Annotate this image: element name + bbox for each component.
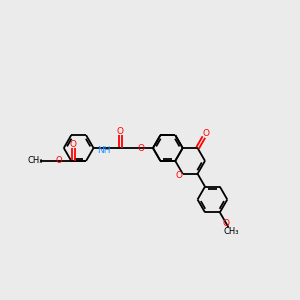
Text: O: O [175,171,182,180]
Text: O: O [70,140,77,149]
Text: O: O [202,129,209,138]
Text: O: O [56,156,62,165]
Text: O: O [117,127,124,136]
Text: NH: NH [97,146,111,155]
Text: CH₃: CH₃ [223,227,238,236]
Text: O: O [223,219,230,228]
Text: O: O [138,143,145,152]
Text: CH₃: CH₃ [27,156,43,165]
